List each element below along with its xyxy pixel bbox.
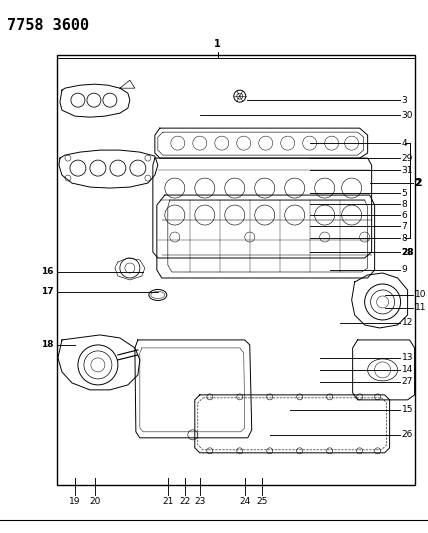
Text: 5: 5 bbox=[401, 189, 407, 198]
Text: 14: 14 bbox=[401, 366, 413, 374]
Text: 19: 19 bbox=[69, 497, 80, 506]
Text: 1: 1 bbox=[214, 39, 221, 49]
Text: 10: 10 bbox=[415, 290, 426, 300]
Text: 24: 24 bbox=[239, 497, 250, 506]
Text: 8: 8 bbox=[401, 233, 407, 243]
Text: 28: 28 bbox=[401, 247, 414, 256]
Text: 11: 11 bbox=[415, 303, 426, 312]
Text: 27: 27 bbox=[401, 377, 413, 386]
Text: 15: 15 bbox=[401, 406, 413, 414]
Text: 22: 22 bbox=[179, 497, 190, 506]
Text: 13: 13 bbox=[401, 353, 413, 362]
Text: 7: 7 bbox=[401, 222, 407, 231]
Text: 9: 9 bbox=[401, 265, 407, 274]
Text: 2: 2 bbox=[415, 178, 422, 188]
Text: 18: 18 bbox=[42, 341, 54, 350]
Text: 12: 12 bbox=[401, 318, 413, 327]
Text: 29: 29 bbox=[401, 154, 413, 163]
Bar bbox=[57, 55, 415, 485]
Text: 21: 21 bbox=[162, 497, 173, 506]
Text: 2: 2 bbox=[415, 179, 421, 188]
Text: 23: 23 bbox=[194, 497, 205, 506]
Text: 30: 30 bbox=[401, 111, 413, 119]
Text: 16: 16 bbox=[42, 268, 54, 277]
Text: 4: 4 bbox=[401, 139, 407, 148]
Text: 3: 3 bbox=[401, 95, 407, 104]
Text: 25: 25 bbox=[256, 497, 268, 506]
Text: 7758 3600: 7758 3600 bbox=[7, 18, 89, 33]
Text: 28: 28 bbox=[401, 247, 414, 256]
Text: 20: 20 bbox=[89, 497, 101, 506]
Text: 8: 8 bbox=[401, 199, 407, 208]
Text: 17: 17 bbox=[42, 287, 54, 296]
Text: 6: 6 bbox=[401, 211, 407, 220]
Text: 31: 31 bbox=[401, 166, 413, 175]
Text: 26: 26 bbox=[401, 430, 413, 439]
